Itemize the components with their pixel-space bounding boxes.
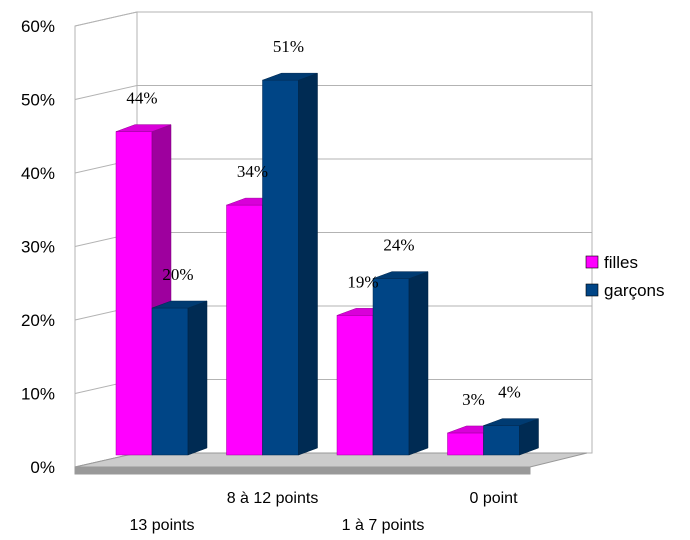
data-label: 20%	[162, 265, 193, 284]
legend: filles garçons	[585, 253, 664, 300]
bar-front	[226, 204, 263, 456]
bar	[372, 271, 429, 456]
bar-top	[115, 124, 172, 132]
data-label: 24%	[383, 236, 414, 255]
bar-top	[151, 300, 208, 309]
y-tick-label: 20%	[21, 311, 55, 330]
x-tick-label: 8 à 12 points	[227, 490, 319, 507]
x-tick-label: 0 point	[469, 490, 518, 507]
bar-front	[447, 432, 484, 456]
legend-swatch	[585, 283, 599, 297]
bar-front	[151, 307, 189, 456]
legend-label: filles	[604, 253, 638, 272]
y-tick-label: 30%	[21, 238, 55, 257]
gridline-side	[74, 85, 138, 100]
x-tick-label: 13 points	[130, 517, 195, 534]
data-label: 4%	[498, 383, 521, 402]
bar-side	[187, 300, 208, 456]
bar-top	[372, 271, 429, 279]
bar-side	[298, 72, 318, 456]
y-tick-label: 40%	[21, 164, 55, 183]
y-tick-label: 50%	[21, 91, 55, 110]
legend-label: garçons	[604, 281, 664, 300]
bar	[151, 300, 208, 456]
data-label: 44%	[126, 89, 157, 108]
bar-front	[115, 131, 153, 456]
bar-top	[262, 72, 318, 81]
bar-front	[336, 315, 374, 456]
floor-front	[74, 466, 531, 475]
data-label: 34%	[237, 162, 268, 181]
bar	[483, 418, 539, 456]
bar	[262, 72, 318, 456]
x-tick-label: 1 à 7 points	[342, 517, 425, 534]
x-axis-ticks: 13 points 8 à 12 points 1 à 7 points 0 poin…	[130, 490, 519, 534]
bar-side	[408, 271, 429, 456]
bar-top	[483, 418, 539, 426]
data-labels: 44% 20% 34% 51% 19% 24% 3% 4%	[126, 37, 520, 409]
legend-swatch	[585, 255, 599, 269]
y-axis-ticks: 0% 10% 20% 30% 40% 50% 60%	[21, 17, 55, 477]
bar-front	[262, 79, 299, 456]
bar-front	[483, 425, 520, 456]
data-label: 19%	[347, 272, 378, 291]
chart-floor	[74, 452, 588, 475]
y-tick-label: 0%	[30, 458, 55, 477]
bars	[115, 72, 539, 456]
data-label: 51%	[273, 37, 304, 56]
y-tick-label: 60%	[21, 17, 55, 36]
data-label: 3%	[462, 390, 485, 409]
y-tick-label: 10%	[21, 385, 55, 404]
gridline-side	[74, 11, 138, 27]
bar-front	[372, 278, 410, 456]
